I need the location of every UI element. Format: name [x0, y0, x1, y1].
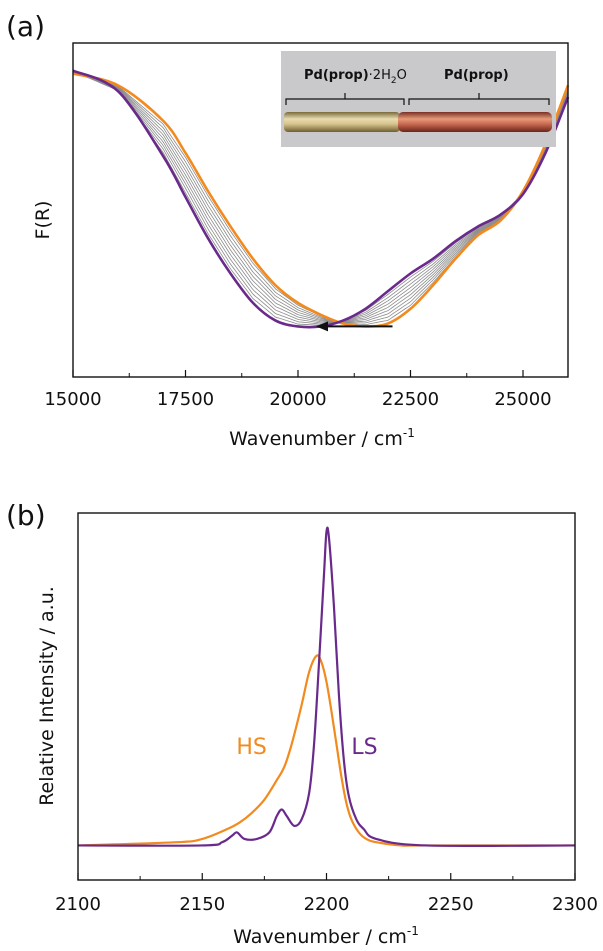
- intermediate-curve: [72, 70, 569, 325]
- panel-b-plot-area: [77, 512, 576, 881]
- series-line-orange: [72, 72, 570, 328]
- panel-a-plot-area: [72, 42, 570, 378]
- x-tick-label: 2200: [304, 894, 350, 915]
- intermediate-curve: [72, 72, 569, 324]
- panel-a-inset-photo: Pd(prop)·2H2O Pd(prop): [281, 51, 556, 147]
- panel-b-axes-frame: [77, 512, 576, 881]
- panel-a-ylabel: F(R): [32, 201, 54, 240]
- x-tick-label: 2250: [428, 894, 474, 915]
- x-tick-label: 17500: [157, 389, 214, 410]
- x-tick-label: 22500: [382, 389, 439, 410]
- series-label-hs: HS: [236, 735, 267, 760]
- tube-hydrate-section: [284, 112, 400, 132]
- tube-anhydrous-section: [398, 112, 552, 132]
- x-tick-label: 2300: [552, 894, 598, 915]
- panel-b-x-ticks: 2100 2150 2200 2250 2300: [55, 873, 598, 915]
- panel-b-label: (b): [6, 499, 46, 532]
- x-tick-label: 2100: [55, 894, 101, 915]
- panel-b-xlabel: Wavenumber / cm-1: [233, 924, 419, 948]
- intermediate-curve: [72, 71, 569, 323]
- x-tick-label: 25000: [494, 389, 551, 410]
- panel-a-series: [72, 69, 570, 329]
- series-line-hs: [77, 654, 575, 847]
- panel-a-shift-arrow: [316, 321, 393, 332]
- intermediate-curve: [72, 71, 569, 324]
- panel-b-ylabel: Relative Intensity / a.u.: [36, 586, 58, 806]
- panel-b-series: [77, 526, 576, 848]
- intermediate-curve: [72, 72, 569, 324]
- panel-a-axes-frame: [72, 42, 569, 378]
- arrow-head: [316, 321, 328, 332]
- panel-a-x-ticks: 15000 17500 20000 22500 25000: [44, 370, 552, 410]
- inset-label-anhydrous: Pd(prop): [444, 68, 509, 83]
- x-tick-label: 20000: [269, 389, 326, 410]
- intermediate-curve: [72, 71, 569, 323]
- series-line-purple: [72, 69, 570, 329]
- bracket-anhydrous: [408, 93, 550, 105]
- bracket-hydrate: [285, 93, 405, 105]
- panel-a: (a) F(R) 15000 17500 20000 22500 25000 Pd(pr…: [6, 10, 570, 450]
- x-tick-label: 15000: [44, 389, 101, 410]
- panel-b-annotations: HS LS: [236, 735, 377, 760]
- panel-a-xlabel: Wavenumber / cm-1: [229, 426, 415, 450]
- panel-a-label: (a): [6, 10, 45, 43]
- x-tick-label: 2150: [179, 894, 225, 915]
- inset-label-hydrate: Pd(prop)·2H2O: [304, 68, 407, 86]
- intermediate-curve: [72, 72, 569, 323]
- series-line-ls: [77, 526, 576, 848]
- panel-b: (b) Relative Intensity / a.u. 2100 2150 22…: [6, 499, 598, 948]
- series-label-ls: LS: [351, 735, 377, 760]
